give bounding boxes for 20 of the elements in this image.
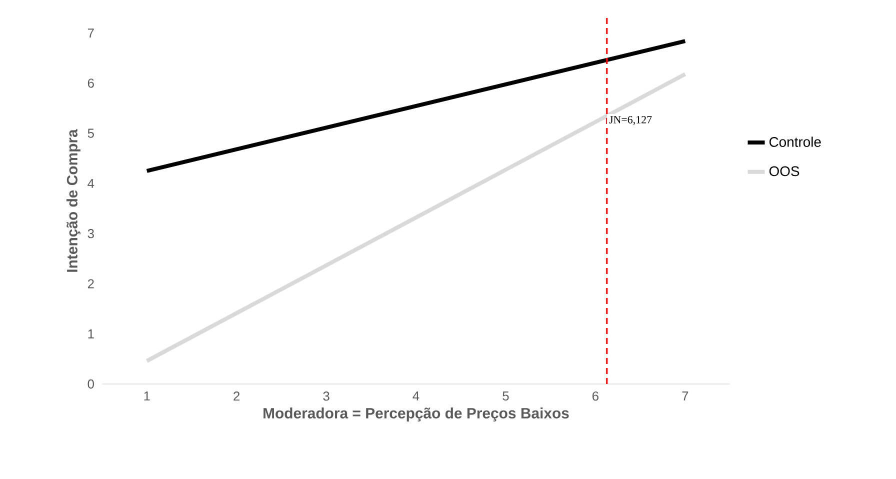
y-tick-label: 7 <box>88 28 94 38</box>
x-tick-label: 2 <box>234 392 240 401</box>
x-tick-label: 3 <box>323 392 330 401</box>
x-tick-label: 7 <box>682 392 688 400</box>
ref-line-label: JN=6,127 <box>609 116 652 125</box>
x-tick-label: 4 <box>412 392 420 400</box>
y-axis-title: Intenção de Compra <box>66 129 80 272</box>
x-axis-title: Moderadora = Percepção de Preços Baixos <box>264 408 569 422</box>
x-tick-label: 6 <box>592 392 598 401</box>
legend-label: OOS <box>769 166 800 176</box>
y-tick-label: 0 <box>88 379 94 389</box>
y-tick-label: 1 <box>88 329 94 338</box>
x-tick-label: 5 <box>502 392 509 401</box>
x-tick-label: 1 <box>144 392 150 400</box>
y-tick-label: 6 <box>88 78 94 88</box>
y-tick-label: 3 <box>88 229 94 238</box>
y-tick-label: 5 <box>88 128 94 138</box>
legend-label: Controle <box>769 136 821 147</box>
y-tick-label: 2 <box>88 279 94 288</box>
y-tick-label: 4 <box>88 179 94 188</box>
